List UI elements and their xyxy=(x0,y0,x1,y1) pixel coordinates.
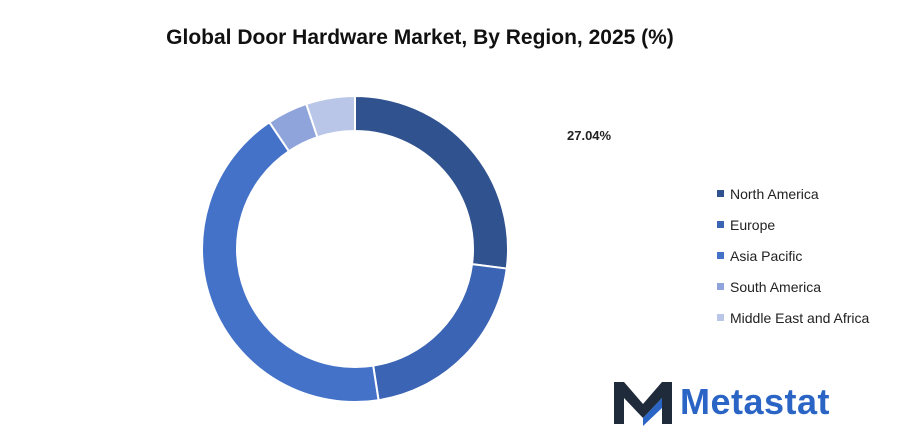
metastat-m-logo-icon xyxy=(614,382,672,426)
legend-item: Asia Pacific xyxy=(717,240,869,271)
legend-swatch xyxy=(717,314,724,321)
legend-label: North America xyxy=(730,185,819,202)
legend-swatch xyxy=(717,283,724,290)
brand-name: Metastat xyxy=(680,381,831,422)
legend-item: Europe xyxy=(717,209,869,240)
legend-label: South America xyxy=(730,278,822,295)
legend-label: Europe xyxy=(730,216,776,233)
legend-label: Middle East and Africa xyxy=(730,309,870,326)
legend-item: Middle East and Africa xyxy=(717,302,869,333)
slice-middle-east-and-africa xyxy=(304,94,356,139)
data-label-north-america: 27.04% xyxy=(567,128,612,143)
chart-title: Global Door Hardware Market, By Region, … xyxy=(166,26,674,49)
slice-asia-pacific xyxy=(201,120,380,403)
legend-label: Asia Pacific xyxy=(730,247,803,264)
metastat-logo: Metastat xyxy=(612,378,830,426)
legend-swatch xyxy=(717,221,724,228)
slice-europe xyxy=(372,262,508,402)
slice-north-america xyxy=(354,94,509,270)
legend: North America Europe Asia Pacific South … xyxy=(717,178,869,333)
legend-swatch xyxy=(717,252,724,259)
legend-item: North America xyxy=(717,178,869,209)
legend-item: South America xyxy=(717,271,869,302)
legend-swatch xyxy=(717,190,724,197)
